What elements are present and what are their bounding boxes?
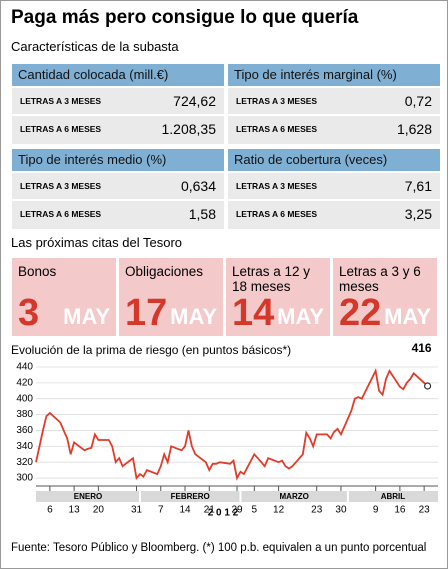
box-title: Cantidad colocada (mill.€): [12, 64, 224, 86]
x-tick-label: 9: [373, 505, 379, 516]
subtitle: Características de la subasta: [11, 39, 179, 54]
box-title: Ratio de cobertura (veces): [228, 149, 440, 171]
title: Paga más pero consigue lo que quería: [11, 7, 359, 28]
year: 2 0 1 2: [208, 508, 239, 519]
y-tick-label: 440: [16, 362, 33, 373]
row-value: 0,72: [404, 93, 432, 109]
card-day: 3: [18, 292, 40, 334]
y-tick-label: 340: [16, 441, 33, 452]
month-label: MARZO: [280, 492, 309, 501]
card-month: MAY: [63, 304, 110, 329]
x-tick-label: 14: [179, 505, 191, 516]
card-month: MAY: [384, 304, 431, 329]
y-tick-label: 300: [16, 473, 33, 484]
month-label: FEBRERO: [171, 492, 210, 501]
source: Fuente: Tesoro Público y Bloomberg. (*) …: [11, 542, 427, 554]
x-tick-label: 5: [252, 505, 258, 516]
last-point: [424, 382, 432, 390]
x-tick-label: 29: [231, 505, 243, 516]
stat-row: LETRAS A 6 MESES 1.208,35: [12, 114, 224, 142]
row-value: 3,25: [404, 206, 432, 222]
x-tick-label: 13: [69, 505, 81, 516]
box-title: Tipo de interés medio (%): [12, 149, 224, 171]
stat-row: LETRAS A 6 MESES 1,628: [228, 114, 440, 142]
card-month: MAY: [170, 304, 217, 329]
row-label: LETRAS A 6 MESES: [20, 209, 102, 219]
y-tick-label: 420: [16, 377, 33, 388]
row-value: 1.208,35: [161, 121, 217, 137]
x-tick-label: 16: [394, 505, 406, 516]
y-tick-label: 320: [16, 457, 33, 468]
box-title: Tipo de interés marginal (%): [228, 64, 440, 86]
stat-row: LETRAS A 3 MESES 0,634: [12, 171, 224, 199]
stat-row: LETRAS A 3 MESES 7,61: [228, 171, 440, 199]
stat-row: LETRAS A 6 MESES 3,25: [228, 199, 440, 227]
calendar-title: Las próximas citas del Tesoro: [11, 235, 183, 250]
card-label: Letras a 3 y 6 meses: [339, 264, 421, 294]
last-value-label: 416: [412, 341, 432, 355]
row-label: LETRAS A 6 MESES: [20, 124, 102, 134]
card-day: 17: [125, 292, 168, 334]
x-tick-label: 23: [311, 505, 323, 516]
x-tick-label: 21: [204, 505, 216, 516]
row-label: LETRAS A 6 MESES: [236, 124, 318, 134]
row-value: 724,62: [173, 93, 216, 109]
stat-box: Tipo de interés medio (%) LETRAS A 3 MESE…: [12, 149, 224, 229]
card-label: Obligaciones: [125, 264, 204, 279]
stat-box: Ratio de cobertura (veces) LETRAS A 3 MES…: [228, 149, 440, 229]
row-label: LETRAS A 6 MESES: [236, 209, 318, 219]
row-label: LETRAS A 3 MESES: [236, 96, 318, 106]
month-label: ABRIL: [381, 492, 406, 501]
row-label: LETRAS A 3 MESES: [236, 181, 318, 191]
series-line: [35, 368, 429, 481]
chart: Evolución de la prima de riesgo (en punt…: [11, 341, 438, 519]
row-value: 0,634: [180, 178, 216, 194]
x-tick-label: 7: [158, 505, 164, 516]
row-value: 1,628: [396, 121, 432, 137]
y-tick-label: 380: [16, 409, 33, 420]
card-day: 22: [339, 292, 382, 334]
x-tick-label: 23: [419, 505, 431, 516]
y-tick-label: 360: [16, 425, 33, 436]
stat-row: LETRAS A 6 MESES 1,58: [12, 199, 224, 227]
x-tick-label: 30: [335, 505, 347, 516]
month-label: ENERO: [74, 492, 102, 501]
x-tick-label: 6: [47, 505, 53, 516]
stat-box: Cantidad colocada (mill.€) LETRAS A 3 MES…: [12, 64, 224, 144]
chart-title: Evolución de la prima de riesgo (en punt…: [11, 343, 291, 357]
date-card: Obligaciones 17 MAY: [119, 258, 223, 336]
row-label: LETRAS A 3 MESES: [20, 181, 102, 191]
y-tick-label: 400: [16, 393, 33, 404]
date-card: Letras a 12 y 18 meses 14 MAY: [226, 258, 330, 336]
card-month: MAY: [277, 304, 324, 329]
stat-row: LETRAS A 3 MESES 724,62: [12, 86, 224, 114]
date-card: Letras a 3 y 6 meses 22 MAY: [333, 258, 437, 336]
row-value: 1,58: [188, 206, 216, 222]
card-label: Bonos: [18, 264, 57, 279]
x-tick-label: 31: [131, 505, 143, 516]
x-tick-label: 20: [93, 505, 105, 516]
card-label: Letras a 12 y 18 meses: [232, 264, 311, 294]
month-band: [36, 491, 438, 502]
row-value: 7,61: [404, 178, 432, 194]
card-day: 14: [232, 292, 275, 334]
x-tick-label: 12: [273, 505, 285, 516]
row-label: LETRAS A 3 MESES: [20, 96, 102, 106]
stat-row: LETRAS A 3 MESES 0,72: [228, 86, 440, 114]
date-card: Bonos 3 MAY: [12, 258, 116, 336]
stat-box: Tipo de interés marginal (%) LETRAS A 3 M…: [228, 64, 440, 144]
